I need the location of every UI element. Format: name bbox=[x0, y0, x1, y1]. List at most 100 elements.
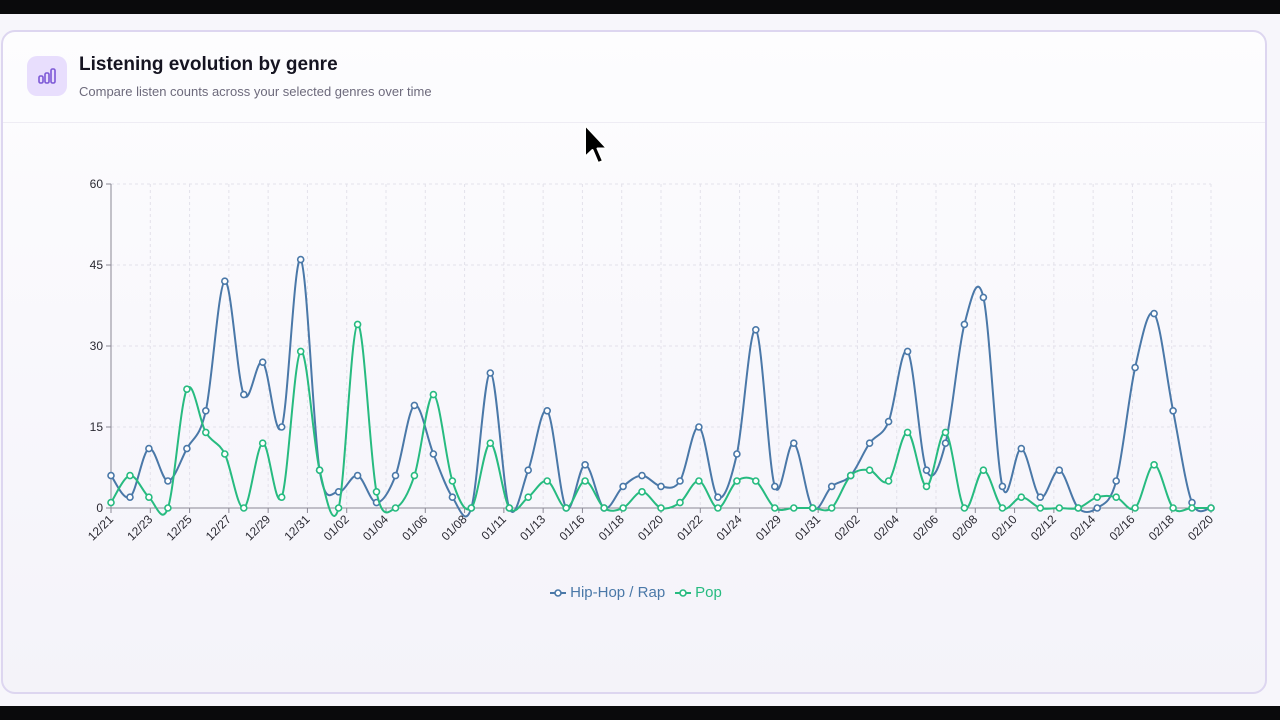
data-point-hiphop bbox=[638, 471, 646, 480]
data-point-hiphop bbox=[1169, 406, 1177, 415]
data-point-pop bbox=[865, 466, 874, 475]
data-point-pop bbox=[789, 504, 798, 512]
data-point-hiphop bbox=[1150, 309, 1158, 318]
data-point-hiphop bbox=[960, 320, 969, 329]
page: Listening evolution by genre Compare lis… bbox=[0, 14, 1280, 706]
x-tick-label: 02/04 bbox=[871, 512, 902, 543]
data-point-hiphop bbox=[410, 401, 419, 410]
data-point-pop bbox=[183, 385, 191, 394]
x-tick-label: 01/22 bbox=[674, 512, 705, 543]
x-tick-label: 01/13 bbox=[517, 512, 548, 543]
data-point-hiphop bbox=[903, 347, 912, 356]
data-point-hiphop bbox=[733, 450, 741, 458]
data-point-pop bbox=[903, 428, 912, 437]
data-point-hiphop bbox=[296, 255, 305, 264]
data-point-hiphop bbox=[922, 466, 931, 475]
legend-line-marker-icon bbox=[550, 588, 567, 597]
data-point-hiphop bbox=[1112, 477, 1120, 485]
data-point-pop bbox=[979, 466, 988, 475]
data-point-pop bbox=[391, 504, 400, 512]
data-point-pop bbox=[941, 428, 950, 437]
data-point-pop bbox=[258, 439, 267, 448]
data-point-pop bbox=[657, 504, 665, 512]
data-point-hiphop bbox=[941, 439, 950, 448]
data-point-pop bbox=[808, 504, 817, 512]
y-tick-label: 60 bbox=[90, 177, 104, 191]
data-point-hiphop bbox=[770, 482, 779, 491]
data-point-pop bbox=[543, 477, 552, 485]
data-point-pop bbox=[638, 487, 646, 496]
x-tick-label: 02/18 bbox=[1146, 512, 1177, 543]
card-subtitle: Compare listen counts across your select… bbox=[79, 84, 432, 99]
data-point-hiphop bbox=[1036, 493, 1045, 502]
data-point-hiphop bbox=[183, 444, 191, 453]
data-point-hiphop bbox=[202, 406, 210, 415]
legend-item[interactable]: Pop bbox=[675, 584, 722, 601]
data-point-pop bbox=[998, 504, 1007, 512]
y-tick-label: 0 bbox=[96, 501, 103, 515]
bar-chart-icon bbox=[27, 56, 67, 96]
data-point-pop bbox=[1036, 504, 1045, 512]
legend-label: Pop bbox=[695, 584, 722, 601]
data-point-pop bbox=[1074, 504, 1082, 512]
data-point-pop bbox=[1093, 493, 1101, 502]
x-tick-label: 02/12 bbox=[1028, 512, 1059, 543]
data-point-pop bbox=[372, 487, 381, 496]
data-point-hiphop bbox=[1017, 444, 1026, 453]
data-point-pop bbox=[448, 477, 457, 485]
data-point-pop bbox=[277, 493, 286, 502]
data-point-hiphop bbox=[657, 482, 665, 491]
data-point-pop bbox=[1169, 504, 1177, 512]
chart-legend: Hip-Hop / Rap Pop bbox=[3, 584, 1269, 601]
data-point-pop bbox=[884, 477, 893, 485]
x-tick-label: 02/10 bbox=[989, 512, 1020, 543]
data-point-hiphop bbox=[448, 493, 457, 502]
data-point-pop bbox=[600, 504, 608, 512]
series-line-pop bbox=[110, 323, 1211, 517]
data-point-hiphop bbox=[1055, 466, 1064, 475]
data-point-pop bbox=[315, 466, 324, 475]
x-tick-label: 01/06 bbox=[399, 512, 430, 543]
data-point-pop bbox=[240, 504, 248, 512]
data-point-hiphop bbox=[979, 293, 988, 302]
y-tick-label: 30 bbox=[90, 339, 104, 353]
x-tick-label: 02/16 bbox=[1106, 512, 1137, 543]
data-point-hiphop bbox=[486, 369, 495, 377]
x-tick-label: 02/08 bbox=[949, 512, 980, 543]
x-tick-label: 01/29 bbox=[753, 512, 784, 543]
data-point-hiphop bbox=[107, 471, 115, 480]
data-point-pop bbox=[353, 320, 362, 329]
data-point-hiphop bbox=[695, 423, 703, 431]
line-chart: 0 15 30 45 60 12/21 12/23 12/25 12/27 12/29 12/31 0… bbox=[85, 177, 1216, 543]
series-line-hiphop bbox=[110, 258, 1212, 518]
data-point-hiphop bbox=[391, 471, 400, 480]
x-tick-label: 01/16 bbox=[556, 512, 587, 543]
data-point-pop bbox=[770, 504, 779, 512]
data-point-hiphop bbox=[619, 482, 627, 491]
data-point-pop bbox=[960, 504, 969, 512]
data-point-pop bbox=[1188, 504, 1196, 512]
x-tick-label: 01/18 bbox=[596, 512, 627, 543]
data-point-hiphop bbox=[827, 482, 836, 491]
data-point-hiphop bbox=[429, 450, 438, 458]
data-point-hiphop bbox=[126, 493, 134, 502]
data-point-pop bbox=[733, 477, 741, 485]
data-point-pop bbox=[467, 504, 476, 512]
data-point-hiphop bbox=[714, 493, 722, 502]
data-point-pop bbox=[164, 504, 172, 512]
data-point-pop bbox=[846, 471, 855, 480]
data-point-hiphop bbox=[1131, 363, 1139, 372]
data-point-pop bbox=[695, 477, 703, 485]
x-tick-label: 12/31 bbox=[281, 512, 312, 543]
data-point-pop bbox=[1150, 460, 1158, 469]
legend-item[interactable]: Hip-Hop / Rap bbox=[550, 584, 665, 601]
data-point-pop bbox=[486, 439, 495, 448]
data-point-pop bbox=[145, 493, 153, 502]
x-tick-label: 12/23 bbox=[124, 512, 155, 543]
x-tick-label: 01/20 bbox=[635, 512, 666, 543]
data-point-hiphop bbox=[353, 471, 362, 480]
data-point-hiphop bbox=[581, 460, 589, 469]
data-point-pop bbox=[334, 504, 343, 512]
card-header: Listening evolution by genre Compare lis… bbox=[3, 32, 1265, 123]
data-point-pop bbox=[581, 477, 589, 485]
